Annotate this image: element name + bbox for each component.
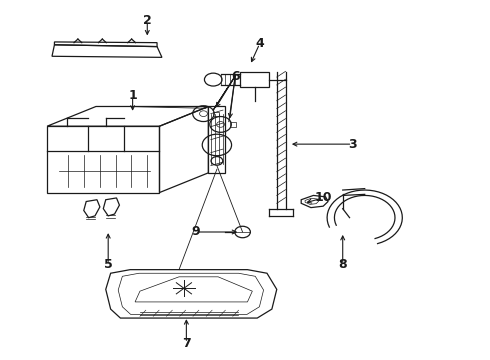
Text: 3: 3 [348,138,357,150]
Bar [213,112,219,116]
Text: 9: 9 [192,225,200,238]
Bar [230,122,236,127]
Text: 1: 1 [128,89,137,102]
Text: 2: 2 [143,14,151,27]
Text: 7: 7 [182,337,191,350]
Text: 4: 4 [255,37,264,50]
Text: 6: 6 [231,69,240,82]
Text: 10: 10 [315,192,332,204]
Text: 8: 8 [339,258,347,271]
Text: 5: 5 [104,258,113,271]
